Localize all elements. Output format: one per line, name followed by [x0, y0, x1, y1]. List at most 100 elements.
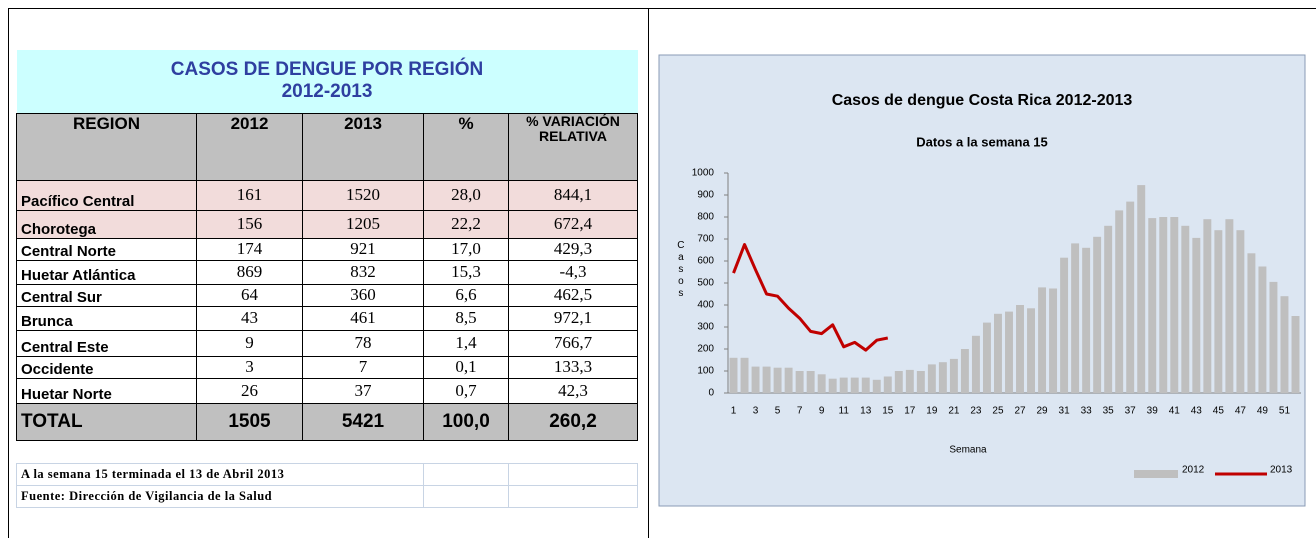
number-cell: 161	[196, 179, 303, 211]
chart-subtitle: Datos a la semana 15	[916, 134, 1048, 149]
bar	[1027, 308, 1035, 393]
number-cell: 42,3	[508, 377, 638, 404]
bar	[751, 366, 760, 393]
bar	[1225, 219, 1234, 393]
bar	[916, 371, 925, 393]
total-cell: 1505	[196, 402, 303, 441]
total-cell: 260,2	[508, 402, 638, 441]
dengue-table: CASOS DE DENGUE POR REGIÓN 2012-2013 REGI…	[16, 50, 638, 508]
bar	[1258, 266, 1267, 393]
bar	[938, 362, 947, 393]
x-tick-label: 39	[1147, 406, 1159, 417]
header-cell: % VARIACIÓN RELATIVA	[508, 112, 638, 181]
x-tick-label: 15	[882, 406, 894, 417]
x-tick-label: 29	[1036, 406, 1048, 417]
bar	[960, 349, 969, 393]
x-tick-label: 21	[948, 406, 960, 417]
number-cell: 972,1	[508, 305, 638, 331]
x-tick-label: 27	[1014, 406, 1026, 417]
x-tick-label: 17	[904, 406, 916, 417]
bar	[894, 371, 903, 393]
bar	[1291, 316, 1300, 393]
blank-cell	[508, 484, 638, 508]
bar	[795, 371, 804, 393]
total-cell: TOTAL	[16, 402, 197, 441]
bar	[1049, 288, 1058, 393]
x-tick-label: 3	[753, 406, 759, 417]
bar	[949, 358, 958, 393]
bar	[806, 371, 815, 393]
line-series	[732, 243, 889, 352]
x-tick-label: 31	[1059, 406, 1071, 417]
region-cell: Huetar Norte	[16, 377, 197, 404]
bar	[1269, 281, 1278, 393]
data-row: Central Sur 64 360 6,6 462,5	[16, 283, 638, 307]
data-row: Chorotega 156 1205 22,2 672,4	[16, 209, 638, 239]
y-tick-label: 300	[697, 322, 714, 333]
x-tick-label: 37	[1125, 406, 1137, 417]
number-cell: 6,6	[423, 283, 509, 307]
bar	[773, 367, 782, 393]
y-tick-label: 0	[708, 388, 714, 399]
bar	[850, 377, 859, 393]
x-tick-label: 41	[1169, 406, 1181, 417]
bar	[861, 377, 870, 393]
number-cell: 1,4	[423, 329, 509, 357]
bar	[1247, 253, 1256, 393]
number-cell: 8,5	[423, 305, 509, 331]
number-cell: 64	[196, 283, 303, 307]
title-cell: CASOS DE DENGUE POR REGIÓN 2012-2013	[16, 50, 638, 113]
bar	[1148, 218, 1157, 393]
number-cell: 360	[302, 283, 424, 307]
y-tick-label: 100	[697, 366, 714, 377]
bar	[1060, 257, 1069, 393]
data-row: Central Norte 174 921 17,0 429,3	[16, 237, 638, 261]
number-cell: 844,1	[508, 179, 638, 211]
number-cell: 43	[196, 305, 303, 331]
number-cell: 9	[196, 329, 303, 357]
x-tick-label: 43	[1191, 406, 1203, 417]
bar	[1181, 225, 1190, 393]
y-tick-label: 200	[697, 344, 714, 355]
total-cell: 5421	[302, 402, 424, 441]
header-row: REGION 2012 2013%% VARIACIÓN RELATIVA	[16, 112, 638, 181]
bar	[1115, 210, 1124, 393]
bar	[1236, 230, 1245, 393]
data-row: Brunca 43 461 8,5 972,1	[16, 305, 638, 331]
y-axis-label: Casos	[675, 240, 686, 300]
bar	[1280, 296, 1289, 393]
bar	[1170, 217, 1179, 393]
bar	[1038, 287, 1047, 393]
bar	[784, 367, 793, 393]
total-row: TOTAL 1505 5421 100,0 260,2	[16, 402, 638, 441]
y-tick-label: 900	[697, 190, 714, 201]
x-axis-label: Semana	[949, 445, 987, 456]
x-tick-label: 25	[992, 406, 1004, 417]
data-row: Huetar Norte 26 37 0,7 42,3	[16, 377, 638, 404]
number-cell: 1520	[302, 179, 424, 211]
bar	[905, 369, 914, 393]
number-cell: 17,0	[423, 237, 509, 261]
bar	[1016, 305, 1024, 393]
bar	[1082, 247, 1091, 393]
x-tick-label: 35	[1103, 406, 1115, 417]
number-cell: 672,4	[508, 209, 638, 239]
bar	[1159, 217, 1168, 393]
title-row: CASOS DE DENGUE POR REGIÓN 2012-2013	[16, 50, 638, 113]
data-row: Huetar Atlántica 869 832 15,3 -4,3	[16, 259, 638, 285]
bar	[1192, 237, 1201, 393]
bar	[1093, 236, 1102, 393]
y-tick-label: 700	[697, 234, 714, 245]
bar	[927, 364, 936, 393]
bar	[1071, 243, 1080, 393]
bar	[828, 378, 837, 393]
bar	[982, 322, 991, 393]
x-tick-label: 45	[1213, 406, 1225, 417]
note-row: Fuente: Dirección de Vigilancia de la Sa…	[16, 484, 638, 508]
bar	[1203, 219, 1212, 393]
bar	[1126, 201, 1135, 393]
number-cell: 429,3	[508, 237, 638, 261]
header-cell: 2013	[302, 112, 424, 181]
